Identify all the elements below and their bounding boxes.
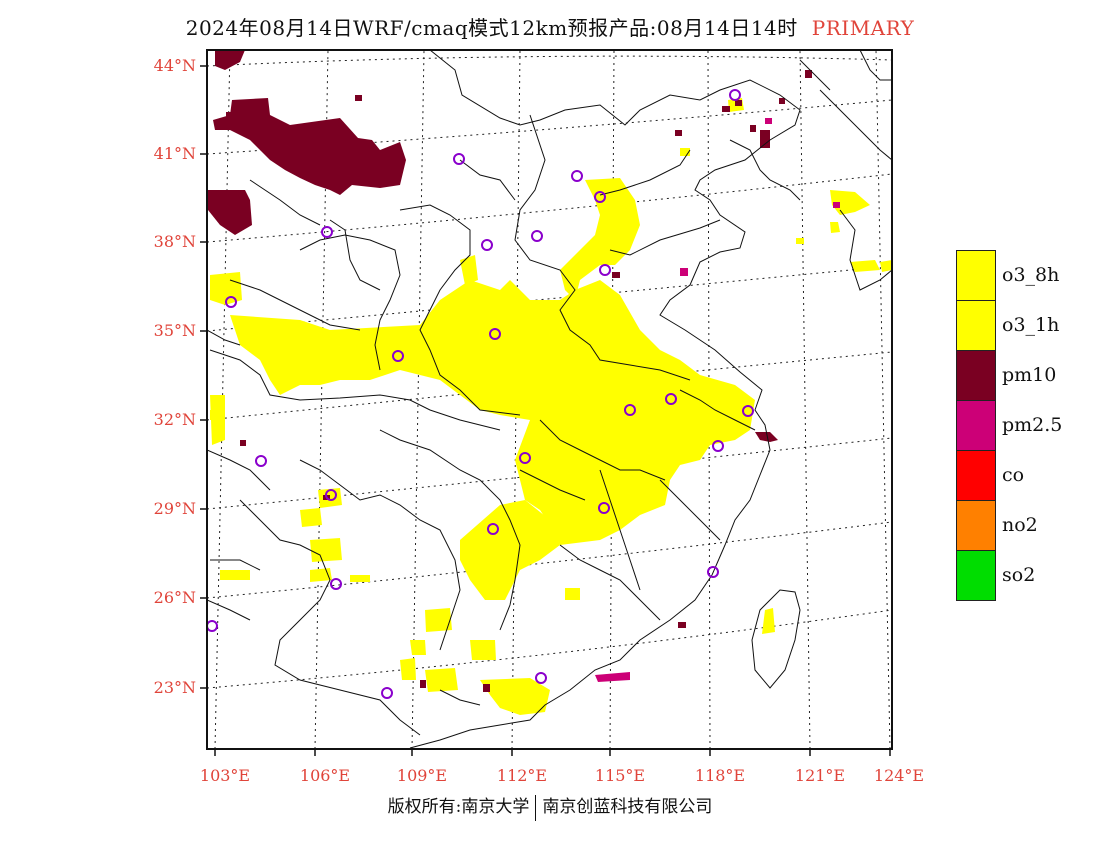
lon-label-124: 124°E <box>873 766 925 785</box>
lat-label-35: 35°N <box>153 321 196 340</box>
pm10-exceedance-areas <box>207 50 812 692</box>
map-frame <box>206 49 893 750</box>
legend-swatch-no2 <box>956 500 996 551</box>
copyright-footer: 版权所有:南京大学 南京创蓝科技有限公司 <box>0 792 1100 821</box>
map-title: 2024年08月14日WRF/cmaq模式12km预报产品:08月14日14时 P… <box>0 12 1100 41</box>
legend-label-o3-8h: o3_8h <box>1002 264 1060 286</box>
lat-label-26: 26°N <box>153 588 196 607</box>
lat-label-23: 23°N <box>153 678 196 697</box>
lat-label-29: 29°N <box>153 499 196 518</box>
legend-label-o3-1h: o3_1h <box>1002 314 1060 336</box>
lat-label-38: 38°N <box>153 232 196 251</box>
legend-swatch-co <box>956 450 996 501</box>
latitude-gridlines <box>207 55 892 689</box>
lat-label-41: 41°N <box>153 144 196 163</box>
copyright-right: 南京创蓝科技有限公司 <box>542 797 713 817</box>
legend-label-co: co <box>1002 464 1025 486</box>
footer-separator <box>535 794 537 821</box>
o3-exceedance-areas <box>210 98 892 715</box>
station-markers <box>207 89 754 699</box>
lon-label-118: 118°E <box>694 766 746 785</box>
legend-label-so2: so2 <box>1002 564 1036 586</box>
lon-label-121: 121°E <box>794 766 846 785</box>
title-main: 2024年08月14日WRF/cmaq模式12km预报产品:08月14日14时 <box>185 16 798 40</box>
lat-label-32: 32°N <box>153 410 196 429</box>
title-mode: PRIMARY <box>811 16 915 40</box>
legend-swatch-o3-1h <box>956 300 996 351</box>
lat-label-44: 44°N <box>153 56 196 75</box>
legend-swatch-so2 <box>956 550 996 601</box>
lon-label-115: 115°E <box>594 766 646 785</box>
legend-label-pm10: pm10 <box>1002 364 1057 386</box>
legend-label-pm25: pm2.5 <box>1002 414 1063 436</box>
lon-label-103: 103°E <box>199 766 251 785</box>
legend-swatch-pm25 <box>956 400 996 451</box>
legend-swatch-o3-8h <box>956 250 996 301</box>
boundary-lines <box>207 50 892 749</box>
axis-ticks <box>200 65 891 756</box>
legend-label-no2: no2 <box>1002 514 1038 536</box>
lon-label-109: 109°E <box>396 766 448 785</box>
copyright-left: 版权所有:南京大学 <box>387 797 530 817</box>
legend-swatch-pm10 <box>956 350 996 401</box>
map-content <box>207 50 892 749</box>
pm25-exceedance-areas <box>595 118 840 682</box>
lon-label-106: 106°E <box>299 766 351 785</box>
lon-label-112: 112°E <box>496 766 548 785</box>
